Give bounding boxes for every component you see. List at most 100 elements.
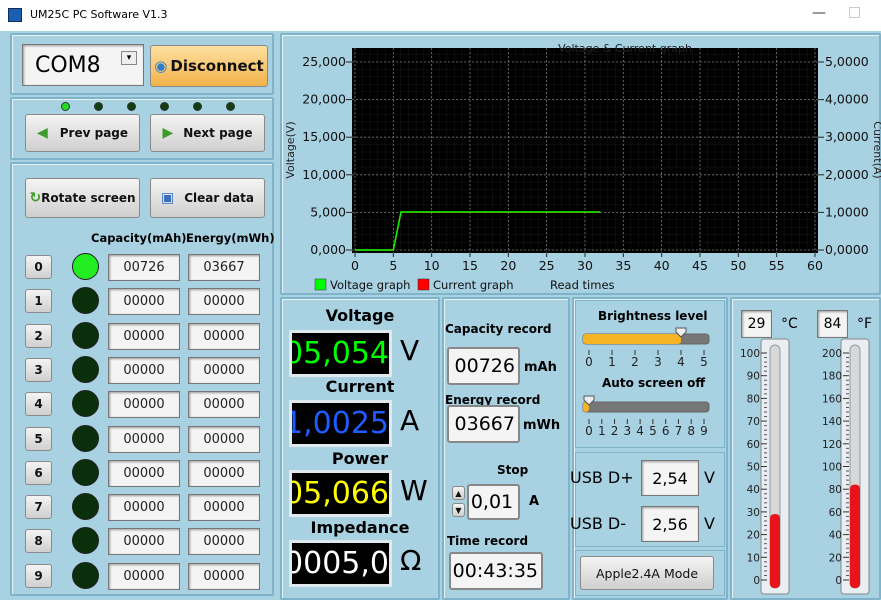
thermo-column: [770, 514, 780, 588]
y-tick-label: 20,000: [302, 92, 346, 107]
capacity-record-value: 00726: [454, 355, 515, 377]
usb-dm-display: 2,56: [641, 506, 699, 542]
energy-record-unit: mWh: [523, 418, 561, 433]
reading-unit: Ω: [400, 544, 422, 577]
row-led: [72, 458, 99, 486]
settings-panel: [572, 297, 728, 600]
stop-up-button[interactable]: ▲: [452, 486, 465, 500]
stop-down-button[interactable]: ▼: [452, 503, 465, 517]
thermo-tick-label: 180: [822, 371, 842, 383]
reading-display: 05,054: [289, 330, 392, 377]
row-energy: 00000: [188, 288, 260, 316]
row-index-button[interactable]: 2: [25, 323, 52, 348]
row-energy: 00000: [188, 425, 260, 453]
row-index-button[interactable]: 4: [25, 392, 52, 417]
thermo-tick-label: 40: [829, 530, 842, 542]
row-capacity: 00726: [108, 254, 180, 281]
row-led: [72, 287, 99, 315]
time-record-display: 00:43:35: [449, 552, 543, 590]
row-index-button[interactable]: 0: [25, 255, 52, 279]
row-led: [72, 424, 99, 452]
row-index-button[interactable]: 8: [25, 529, 52, 554]
y2-tick-label: 3,0000: [825, 129, 869, 144]
row-index-button[interactable]: 1: [25, 289, 52, 314]
reading-label: Current: [325, 377, 395, 396]
slider-tick-label: 1: [598, 424, 606, 438]
fahrenheit-value: 84: [823, 316, 842, 332]
port-select[interactable]: COM8 ▾: [22, 44, 144, 86]
energy-value: 00000: [203, 294, 245, 310]
disconnect-icon: ◉: [154, 57, 168, 75]
y2-tick-label: 5,0000: [825, 54, 869, 69]
row-index-button[interactable]: 7: [25, 495, 52, 520]
row-energy: 00000: [188, 528, 260, 556]
next-page-button[interactable]: ▶ Next page: [150, 114, 265, 152]
row-energy: 00000: [188, 494, 260, 522]
minimize-button[interactable]: —: [812, 5, 826, 21]
next-text: Next page: [183, 126, 253, 140]
rotate-text: Rotate screen: [41, 191, 136, 205]
auto-off-label: Auto screen off: [602, 376, 706, 390]
disconnect-button[interactable]: ◉ Disconnect: [150, 45, 268, 87]
row-energy: 00000: [188, 562, 260, 590]
thermo-tick-label: 90: [747, 371, 760, 383]
row-index-button[interactable]: 9: [25, 563, 52, 588]
reading-label: Impedance: [310, 518, 410, 537]
row-capacity: 00000: [108, 356, 180, 384]
page-dot: [127, 102, 136, 111]
capacity-value: 00000: [123, 294, 165, 310]
stop-display[interactable]: 0,01: [467, 484, 520, 520]
thermo-tick-label: 60: [829, 507, 842, 519]
row-capacity: 00000: [108, 459, 180, 487]
thermo-tick-label: 30: [747, 507, 760, 519]
row-index: 6: [34, 465, 43, 480]
slider-tick-label: 9: [700, 424, 708, 438]
clear-button[interactable]: ▣ Clear data: [150, 178, 265, 218]
dropdown-arrow[interactable]: ▾: [121, 51, 137, 65]
row-index: 9: [34, 568, 43, 583]
row-capacity: 00000: [108, 494, 180, 522]
slider-track: [582, 401, 710, 413]
x-axis-label: Read times: [550, 278, 615, 292]
rotate-button[interactable]: ↻ Rotate screen: [25, 178, 140, 218]
clear-icon: ▣: [160, 190, 175, 206]
time-record-value: 00:43:35: [452, 560, 538, 582]
y-tick-label: 15,000: [302, 129, 346, 144]
prev-text: Prev page: [59, 126, 129, 140]
time-record-label: Time record: [447, 534, 529, 548]
x-tick-label: 30: [577, 258, 593, 273]
slider-tick-label: 0: [585, 424, 593, 438]
slider-tick-label: 5: [700, 355, 708, 369]
maximize-button[interactable]: □: [848, 4, 862, 20]
title-bar: UM25C PC Software V1.3 — □: [0, 0, 881, 31]
row-index: 8: [34, 534, 43, 549]
row-capacity: 00000: [108, 425, 180, 453]
slider-tick-label: 0: [585, 355, 593, 369]
x-tick-label: 25: [539, 258, 555, 273]
page-dot: [193, 102, 202, 111]
row-index-button[interactable]: 3: [25, 357, 52, 382]
mode-button[interactable]: Apple2.4A Mode: [580, 556, 714, 590]
row-index: 7: [34, 500, 43, 515]
next-icon: ▶: [162, 125, 174, 141]
row-energy: 00000: [188, 322, 260, 350]
reading-unit: V: [400, 334, 420, 367]
slider-tick-label: 6: [662, 424, 670, 438]
legend-swatch: [417, 278, 430, 291]
y2-axis-label: Current(A): [871, 121, 881, 178]
usb-box: [575, 452, 725, 547]
energy-value: 00000: [203, 397, 245, 413]
row-energy: 00000: [188, 391, 260, 419]
x-tick-label: 60: [807, 258, 823, 273]
thermo-tick-label: 70: [747, 416, 760, 428]
x-tick-label: 5: [389, 258, 397, 273]
y-tick-label: 10,000: [302, 167, 346, 182]
y2-tick-label: 1,0000: [825, 204, 869, 219]
prev-page-button[interactable]: ◀ Prev page: [25, 114, 140, 152]
row-index-button[interactable]: 5: [25, 426, 52, 451]
series-line: [355, 211, 601, 251]
row-index-button[interactable]: 6: [25, 460, 52, 485]
thermometers: 0 10 20 30 40 50 60 70 80 90 100 0 20 40 60 80 100 120 140…: [740, 338, 870, 595]
y2-tick-label: 0,0000: [825, 242, 869, 257]
thermo-tick-label: 60: [747, 439, 760, 451]
